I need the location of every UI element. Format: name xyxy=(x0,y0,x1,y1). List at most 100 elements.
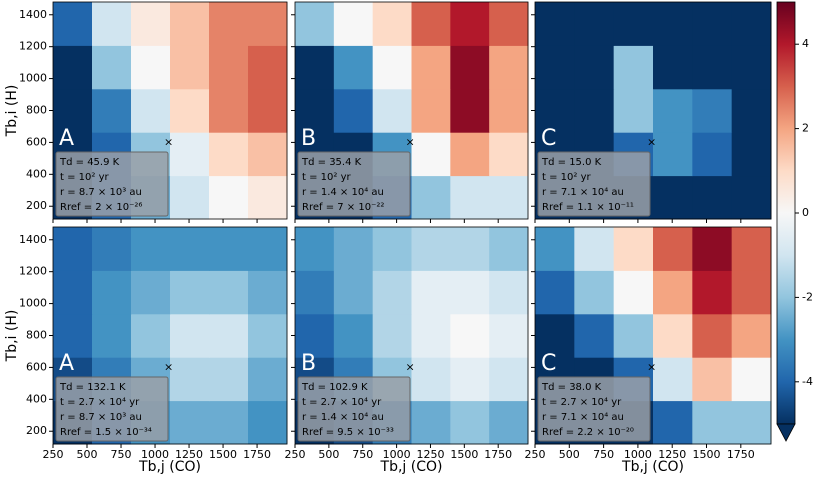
heat-cell xyxy=(411,313,451,358)
colorbar-tick-label: -2 xyxy=(802,290,813,303)
y-tick-label: 1200 xyxy=(19,265,47,278)
info-text: r = 1.4 × 10⁴ au xyxy=(302,412,384,423)
heat-cell xyxy=(170,132,210,177)
heat-cell xyxy=(489,132,529,177)
info-text: t = 10² yr xyxy=(60,172,109,183)
heat-cell xyxy=(131,88,171,133)
y-tick-label: 1200 xyxy=(19,40,47,53)
heat-cell xyxy=(489,270,529,315)
heat-cell xyxy=(372,313,412,358)
heat-cell xyxy=(53,2,93,46)
colorbar-tick-label: 4 xyxy=(802,37,809,50)
heat-cell xyxy=(209,357,249,402)
info-text: Rref = 1.1 × 10⁻¹¹ xyxy=(542,202,634,213)
x-tick-label: 500 xyxy=(559,448,580,461)
heat-cell xyxy=(692,313,733,358)
heat-cell xyxy=(731,313,772,358)
heat-cell xyxy=(692,88,733,133)
heat-cell xyxy=(450,357,490,402)
heat-cell xyxy=(411,270,451,315)
heat-cell xyxy=(92,313,132,358)
info-text: t = 2.7 × 10⁴ yr xyxy=(542,397,622,408)
panel-label: C xyxy=(541,126,556,151)
heat-cell xyxy=(209,400,249,445)
colorbar-extend xyxy=(776,423,796,442)
heat-cell xyxy=(333,227,374,271)
info-text: Rref = 2 × 10⁻²⁶ xyxy=(60,202,142,213)
info-text: Td = 35.4 K xyxy=(301,157,362,168)
heat-cell xyxy=(209,175,249,220)
marker: × xyxy=(406,360,415,373)
heat-cell xyxy=(574,313,615,358)
colorbar-tick-label: 0 xyxy=(802,206,809,219)
heat-cell xyxy=(653,88,693,133)
heat-cell xyxy=(411,357,451,402)
heat-cell xyxy=(53,270,93,315)
x-axis-label: Tb,j (CO) xyxy=(380,459,443,475)
heat-cell xyxy=(411,2,451,46)
heat-cell xyxy=(450,227,490,271)
heat-cell xyxy=(295,227,335,271)
heat-cell xyxy=(574,88,615,133)
heat-cell xyxy=(248,88,288,133)
info-box xyxy=(537,376,651,442)
heat-cell xyxy=(295,313,335,358)
heat-cell xyxy=(209,88,249,133)
heat-cell xyxy=(653,2,693,46)
heat-cell xyxy=(489,2,529,46)
heat-cell xyxy=(333,88,374,133)
info-text: t = 10² yr xyxy=(542,172,591,183)
heat-cell xyxy=(170,400,210,445)
info-text: Td = 38.0 K xyxy=(541,382,602,393)
heat-cell xyxy=(333,2,374,46)
heat-cell xyxy=(248,132,288,177)
heat-cell xyxy=(170,357,210,402)
y-tick-label: 800 xyxy=(26,329,47,342)
heat-cell xyxy=(333,45,374,90)
heat-cell xyxy=(92,227,132,271)
info-text: r = 1.4 × 10⁴ au xyxy=(302,187,384,198)
heat-cell xyxy=(450,2,490,46)
heat-cell xyxy=(209,45,249,90)
y-tick-label: 200 xyxy=(26,199,47,212)
y-axis-label: Tb,i (H) xyxy=(4,310,20,363)
heat-cell xyxy=(248,270,288,315)
heat-cell xyxy=(450,400,490,445)
x-axis-label: Tb,j (CO) xyxy=(621,459,684,475)
info-box xyxy=(55,376,169,442)
heat-cell xyxy=(248,227,288,271)
heat-cell xyxy=(131,2,171,46)
heat-cell xyxy=(731,2,772,46)
heat-cell xyxy=(333,313,374,358)
heat-cell xyxy=(209,227,249,271)
heat-cell xyxy=(613,88,654,133)
x-tick-label: 1500 xyxy=(450,448,478,461)
heat-cell xyxy=(170,270,210,315)
heat-cell xyxy=(731,175,772,220)
x-tick-label: 250 xyxy=(285,448,306,461)
heat-cell xyxy=(209,270,249,315)
heat-cell xyxy=(295,2,335,46)
heat-cell xyxy=(653,270,693,315)
info-text: t = 2.7 × 10⁴ yr xyxy=(60,397,140,408)
info-text: Td = 45.9 K xyxy=(59,157,120,168)
info-text: Td = 132.1 K xyxy=(59,382,126,393)
heat-cell xyxy=(92,88,132,133)
heat-cell xyxy=(535,227,575,271)
x-axis-label: Tb,j (CO) xyxy=(138,459,201,475)
heat-cell xyxy=(450,175,490,220)
info-text: Rref = 1.5 × 10⁻³⁴ xyxy=(60,427,152,438)
heat-cell xyxy=(574,270,615,315)
heat-cell xyxy=(692,175,733,220)
heat-cell xyxy=(489,400,529,445)
heat-cell xyxy=(692,45,733,90)
info-text: t = 2.7 × 10⁴ yr xyxy=(302,397,382,408)
info-text: t = 10² yr xyxy=(302,172,351,183)
heat-cell xyxy=(333,270,374,315)
heat-cell xyxy=(170,2,210,46)
y-tick-label: 400 xyxy=(26,167,47,180)
heat-cell xyxy=(489,175,529,220)
heat-cell xyxy=(450,270,490,315)
heat-cell xyxy=(209,313,249,358)
